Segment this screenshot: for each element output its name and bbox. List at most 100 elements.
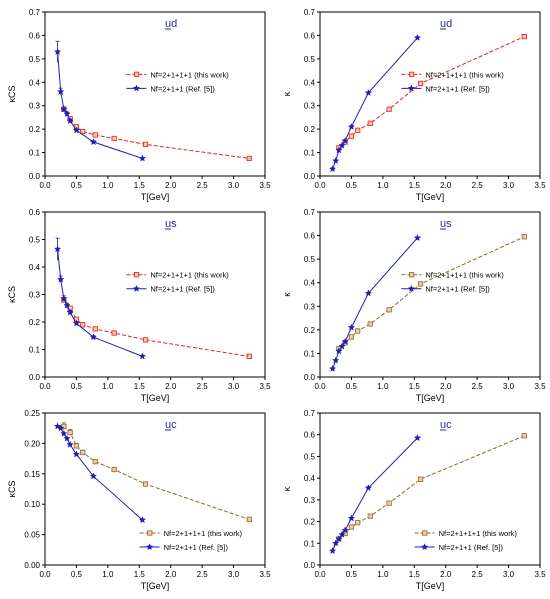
data-point (413, 434, 422, 442)
y-axis-title: κ (282, 91, 292, 96)
chart-panel-1: 0.0 0.5 1.0 1.5 2.0 2.5 3.0 3.5 0.0 0.1 0.2 0.3 0.4 0… (7, 8, 271, 202)
legend-label: Nf=2+1+1 (Ref. [5]) (150, 84, 215, 93)
x-tick-label: 3.0 (228, 570, 240, 579)
legend: Nf=2+1+1+1 (this work) Nf=2+1+1 (Ref. [5]… (126, 70, 229, 93)
data-point (72, 319, 81, 327)
y-tick-label: 0.6 (29, 31, 41, 40)
series-this-work (61, 422, 252, 523)
y-tick-label: 0.3 (304, 302, 316, 311)
data-point (138, 154, 147, 162)
legend-marker (147, 530, 153, 536)
y-tick-label: 0.7 (304, 409, 316, 418)
data-point (80, 322, 86, 328)
legend-label: Nf=2+1+1+1 (this work) (425, 70, 504, 79)
data-point (417, 281, 424, 287)
data-point (328, 547, 337, 555)
x-tick-label: 2.0 (165, 181, 177, 190)
y-tick-label: 0.4 (304, 474, 316, 483)
x-tick-label: 2.0 (165, 570, 177, 579)
data-point (348, 334, 355, 340)
y-axis-title: κCS (7, 286, 17, 303)
legend-marker (422, 530, 428, 536)
x-tick-label: 2.5 (197, 181, 209, 190)
plot-frame (319, 211, 541, 378)
data-point (92, 326, 98, 332)
legend-marker (132, 284, 141, 292)
series-line (57, 51, 143, 159)
x-tick-label: 3.0 (228, 181, 240, 190)
data-point (332, 156, 340, 164)
y-tick-label: 0.2 (29, 318, 41, 327)
y-tick-label: 0.1 (304, 539, 316, 548)
data-point (89, 333, 98, 341)
legend-label: Nf=2+1+1+1 (this work) (150, 70, 229, 79)
data-point (521, 34, 527, 40)
data-point (521, 433, 527, 439)
x-tick-label: 0.0 (314, 181, 326, 190)
series-line (57, 249, 143, 357)
data-point (355, 520, 361, 526)
y-tick-label: 0.0 (29, 373, 41, 382)
legend-marker (408, 272, 415, 278)
y-tick-label: 0.6 (29, 208, 41, 217)
legend-label: Nf=2+1+1+1 (this work) (150, 271, 229, 280)
x-tick-label: 2.5 (197, 570, 209, 579)
y-axis-title: κ (282, 292, 292, 297)
x-tick-label: 1.5 (409, 181, 421, 190)
plot-frame (44, 211, 266, 378)
data-point (347, 122, 356, 130)
data-point (367, 120, 373, 126)
data-point (335, 347, 343, 355)
legend-label: Nf=2+1+1+1 (this work) (164, 529, 243, 538)
x-tick-label: 2.5 (472, 570, 484, 579)
y-tick-label: 0.05 (24, 531, 40, 540)
data-point (53, 47, 62, 55)
data-point (364, 88, 373, 96)
legend-marker (132, 84, 141, 92)
data-point (338, 342, 346, 350)
legend-label: Nf=2+1+1 (Ref. [5]) (425, 84, 490, 93)
x-tick-label: 1.0 (377, 181, 389, 190)
data-point (355, 328, 361, 334)
legend-label: Nf=2+1+1 (Ref. [5]) (150, 285, 215, 294)
y-tick-label: 0.5 (304, 255, 316, 264)
data-point (328, 364, 337, 372)
data-point (246, 155, 252, 162)
x-tick-label: 2.5 (472, 382, 484, 391)
x-tick-label: 0.0 (314, 570, 326, 579)
x-tick-label: 3.5 (259, 570, 271, 579)
x-tick-label: 1.5 (134, 382, 146, 391)
x-tick-label: 3.5 (534, 181, 546, 190)
x-axis-title: T[GeV] (141, 192, 170, 202)
panel-label: uc (440, 419, 452, 431)
x-tick-label: 0.5 (346, 181, 358, 190)
data-point (138, 516, 147, 524)
legend-marker (145, 543, 154, 551)
plot-frame (44, 11, 266, 177)
panel-label: ud (440, 18, 452, 30)
legend-label: Nf=2+1+1+1 (this work) (439, 529, 518, 538)
panel-label: ud (165, 18, 177, 30)
y-tick-label: 0.6 (304, 31, 316, 40)
data-point (66, 117, 74, 125)
x-tick-label: 1.0 (102, 570, 114, 579)
plot-frame (319, 412, 541, 566)
x-axis-title: T[GeV] (141, 581, 170, 591)
data-point (364, 484, 373, 492)
y-tick-label: 0.1 (29, 346, 41, 355)
x-axis-title: T[GeV] (416, 581, 445, 591)
series-line (63, 108, 250, 159)
y-tick-label: 0.15 (24, 470, 40, 479)
y-tick-label: 0.7 (304, 208, 316, 217)
legend-marker (420, 543, 429, 551)
data-point (341, 136, 349, 144)
legend-marker (408, 71, 415, 77)
x-tick-label: 3.0 (503, 382, 515, 391)
data-point (386, 500, 392, 506)
data-point (521, 234, 527, 240)
x-axis-title: T[GeV] (416, 192, 445, 202)
data-point (63, 301, 71, 309)
y-tick-label: 0.3 (29, 102, 41, 111)
y-axis-title: κCS (7, 480, 17, 497)
